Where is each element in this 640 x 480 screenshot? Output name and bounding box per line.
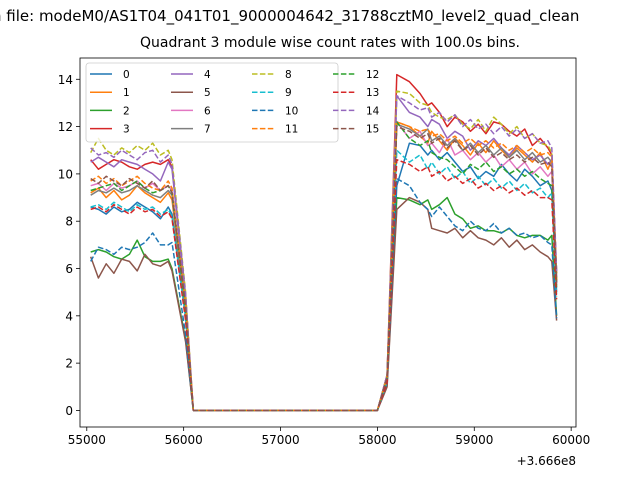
legend-label-6: 6 <box>204 105 211 117</box>
series-line-14 <box>90 95 558 412</box>
y-tick-label: 10 <box>58 167 73 181</box>
series-line-10 <box>90 177 558 412</box>
legend-label-10: 10 <box>285 105 298 117</box>
axes: 55000 56000 57000 58000 59000 60000 +3.666e8 0 2… <box>58 57 590 468</box>
legend-label-8: 8 <box>285 69 292 81</box>
y-tick-label: 2 <box>65 357 73 371</box>
series-lines <box>89 73 558 412</box>
x-offset-label: +3.666e8 <box>517 454 576 468</box>
x-tick-label: 58000 <box>358 433 396 447</box>
x-tick-label: 60000 <box>552 433 590 447</box>
legend-label-11: 11 <box>285 124 298 136</box>
y-tick-label: 12 <box>58 120 73 134</box>
x-tick-label: 56000 <box>165 433 203 447</box>
y-tick-label: 4 <box>65 309 73 323</box>
y-tick-label: 0 <box>65 404 73 418</box>
legend-label-15: 15 <box>366 124 379 136</box>
series-line-15 <box>90 125 558 412</box>
legend-label-3: 3 <box>123 124 130 136</box>
x-tick-label: 59000 <box>455 433 493 447</box>
legend-label-14: 14 <box>366 105 380 117</box>
y-tick-label: 14 <box>58 73 73 87</box>
legend-label-2: 2 <box>123 105 130 117</box>
x-tick-label: 55000 <box>68 433 106 447</box>
legend-label-1: 1 <box>123 87 130 99</box>
y-tick-label: 8 <box>65 215 73 229</box>
legend-label-0: 0 <box>123 69 130 81</box>
legend-label-4: 4 <box>204 69 211 81</box>
legend-label-7: 7 <box>204 124 211 136</box>
chart-title: Quadrant 3 module wise count rates with … <box>140 35 520 51</box>
legend-label-13: 13 <box>366 87 379 99</box>
legend-label-12: 12 <box>366 69 379 81</box>
series-line-7 <box>90 123 558 412</box>
y-tick-label: 6 <box>65 262 73 276</box>
x-tick-label: 57000 <box>261 433 299 447</box>
figure-suptitle: n file: modeM0/AS1T04_041T01_9000004642_… <box>0 7 580 25</box>
series-line-4 <box>90 95 558 412</box>
legend-label-5: 5 <box>204 87 211 99</box>
series-line-13 <box>90 158 558 412</box>
plot-frame <box>79 57 577 428</box>
series-line-9 <box>90 149 558 412</box>
legend-label-9: 9 <box>285 87 292 99</box>
legend-box <box>85 62 339 143</box>
